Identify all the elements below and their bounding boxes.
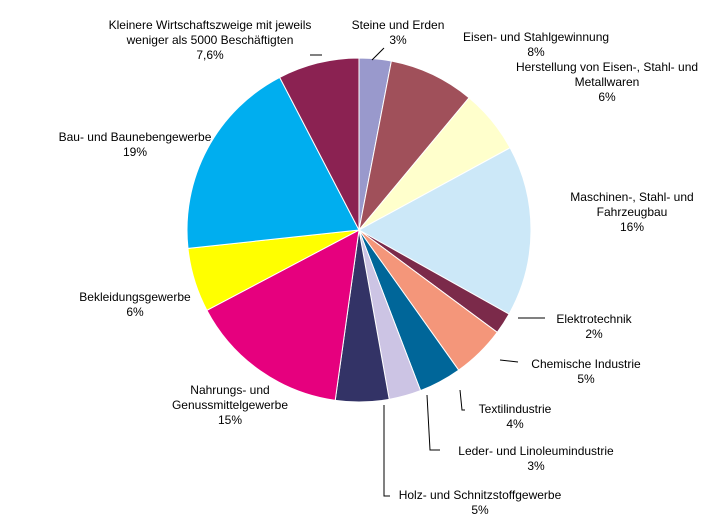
category-label: Leder- und Linoleumindustrie <box>458 444 614 458</box>
slice-label: Chemische Industrie 5% <box>516 357 656 387</box>
slice-label: Bau- und Baunebengewerbe 19% <box>35 130 235 160</box>
value-label: 6% <box>598 90 616 104</box>
leader-line <box>499 359 519 363</box>
category-label: Eisen- und Stahlgewinnung <box>462 30 610 44</box>
value-label: 6% <box>126 305 144 319</box>
value-label: 8% <box>527 45 545 59</box>
slice-label: Herstellung von Eisen-, Stahl- und Metal… <box>507 60 707 105</box>
category-label: Bau- und Baunebengewerbe <box>58 130 212 144</box>
slice-label: Eisen- und Stahlgewinnung 8% <box>436 30 636 60</box>
value-label: 4% <box>506 417 524 431</box>
category-label: Holz- und Schnitzstoffgewerbe <box>398 488 562 502</box>
slice-label: Maschinen-, Stahl- und Fahrzeugbau 16% <box>547 190 709 235</box>
leader-line <box>426 394 440 451</box>
slice-label: Elektrotechnik 2% <box>534 312 654 342</box>
category-label: Kleinere Wirtschaftszweige mit jeweils w… <box>108 18 312 47</box>
value-label: 16% <box>619 220 645 234</box>
category-label: Bekleidungsgewerbe <box>79 290 191 304</box>
category-label: Textilindustrie <box>478 402 552 416</box>
slice-label: Bekleidungsgewerbe 6% <box>45 290 225 320</box>
value-label: 7,6% <box>196 48 224 62</box>
value-label: 5% <box>471 503 489 516</box>
pie-slice <box>206 229 360 401</box>
category-label: Herstellung von Eisen-, Stahl- und Metal… <box>515 60 699 89</box>
category-label: Nahrungs- und Genussmittelgewerbe <box>171 383 289 412</box>
leader-line <box>383 405 390 497</box>
value-label: 3% <box>527 459 545 473</box>
value-label: 15% <box>217 413 243 427</box>
leader-line <box>459 389 465 411</box>
category-label: Steine und Erden <box>351 18 445 32</box>
pie-slice <box>278 57 360 231</box>
slice-label: Textilindustrie 4% <box>455 402 575 432</box>
slice-label: Kleinere Wirtschaftszweige mit jeweils w… <box>95 18 325 63</box>
category-label: Maschinen-, Stahl- und Fahrzeugbau <box>570 190 694 219</box>
value-label: 5% <box>577 372 595 386</box>
pie-slice <box>357 147 532 315</box>
leader-line <box>371 47 385 61</box>
category-label: Elektrotechnik <box>556 312 632 326</box>
value-label: 19% <box>122 145 148 159</box>
value-label: 3% <box>389 33 407 47</box>
slice-label: Holz- und Schnitzstoffgewerbe 5% <box>380 488 580 516</box>
slice-label: Steine und Erden 3% <box>333 18 463 48</box>
slice-label: Nahrungs- und Genussmittelgewerbe 15% <box>140 383 320 428</box>
value-label: 2% <box>585 327 603 341</box>
category-label: Chemische Industrie <box>531 357 641 371</box>
pie-slice <box>186 76 360 249</box>
slice-label: Leder- und Linoleumindustrie 3% <box>436 444 636 474</box>
